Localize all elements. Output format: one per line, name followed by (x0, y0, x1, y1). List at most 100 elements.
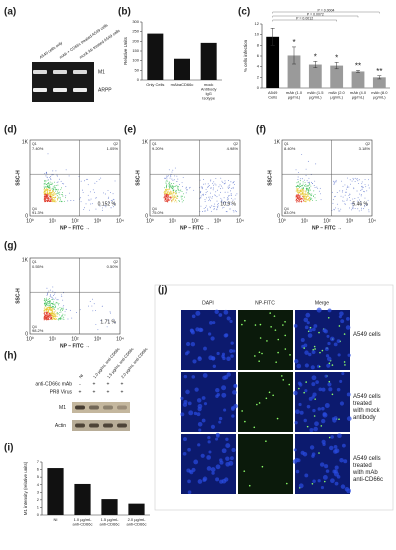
nucleus (191, 375, 196, 379)
flow-dot (50, 314, 52, 316)
flow-dot (82, 189, 83, 191)
flow-dot (45, 184, 47, 185)
bar (128, 503, 145, 515)
flow-dot (346, 177, 348, 179)
flow-dot (177, 178, 179, 180)
flow-dot (53, 194, 55, 196)
flow-dot (167, 194, 169, 196)
flow-dot (205, 197, 207, 199)
flow-dot (167, 198, 169, 200)
flow-dot (309, 189, 311, 191)
flow-dot (175, 191, 177, 192)
nucleus (298, 483, 304, 489)
x-tick-label: A549 Cells (268, 90, 278, 100)
np-signal (243, 470, 246, 472)
flow-dot (48, 193, 50, 195)
flow-dot (46, 302, 47, 304)
flow-dot (354, 198, 356, 199)
nucleus (313, 426, 318, 432)
flow-dot (332, 199, 334, 201)
flow-dot (203, 183, 205, 185)
flow-dot (176, 195, 178, 197)
x-tick-label: 10⁴ (116, 336, 124, 342)
flow-dot (47, 187, 49, 189)
flow-dot (53, 307, 55, 309)
flow-dot (230, 187, 232, 189)
flow-dot (352, 208, 354, 210)
flow-dot (50, 289, 51, 291)
flow-dot (174, 193, 176, 195)
flow-dot (44, 196, 46, 198)
flow-dot (295, 169, 297, 171)
flow-dot (59, 312, 61, 314)
flow-dot (295, 196, 297, 198)
nucleus (324, 403, 330, 408)
blot-band (89, 423, 99, 428)
column-header: NP-FITC (255, 300, 275, 306)
quadrant-value: 1.71 % (100, 319, 116, 325)
flow-dot (299, 184, 301, 186)
nucleus (316, 307, 322, 313)
flow-dot (54, 181, 56, 183)
flow-dot (335, 181, 337, 182)
np-signal (288, 383, 291, 386)
flow-dot (47, 302, 49, 304)
flow-dot (58, 314, 60, 316)
flow-dot (165, 185, 167, 186)
nucleus (226, 356, 231, 362)
flow-dot (49, 314, 51, 316)
flow-dot (219, 188, 221, 190)
flow-dot (360, 204, 362, 206)
flow-dot (46, 191, 48, 193)
nucleus (207, 436, 211, 440)
flow-dot (205, 210, 207, 212)
flow-dot (339, 210, 341, 212)
flow-dot (352, 203, 354, 204)
quadrant-name: Q2 (113, 142, 118, 146)
nucleus (230, 341, 234, 345)
flow-dot (165, 189, 167, 191)
flow-dot (48, 305, 50, 307)
flow-dot (301, 190, 303, 192)
nucleus (194, 387, 199, 392)
flow-dot (300, 178, 302, 180)
blot-sign: + (121, 389, 124, 395)
flow-dot (54, 201, 56, 203)
flow-dot (44, 309, 46, 310)
flow-dot (45, 196, 47, 198)
flow-dot (344, 203, 346, 205)
np-signal (328, 380, 331, 383)
flow-dot (302, 183, 304, 185)
flow-dot (83, 208, 85, 210)
flow-dot (46, 297, 48, 299)
flow-dot (211, 197, 213, 199)
flow-dot (52, 190, 54, 192)
flow-dot (107, 319, 109, 321)
quadrant-value: 7.40% (32, 146, 44, 151)
flow-dot (308, 182, 310, 184)
flow-dot (97, 329, 99, 331)
flow-dot (46, 308, 48, 310)
flow-dot (236, 193, 238, 195)
flow-dot (45, 195, 47, 197)
flow-dot (47, 310, 49, 311)
panel-label: (i) (4, 443, 13, 454)
flow-dot (299, 183, 301, 185)
x-tick-label: mAb (1.0 µg/mL) (286, 90, 303, 100)
y-tick-label: 1K (22, 139, 29, 145)
flow-dot (46, 183, 48, 184)
flow-dot (43, 198, 45, 200)
nucleus (186, 468, 191, 473)
flow-dot (297, 176, 299, 178)
flow-dot (113, 199, 115, 201)
flow-dot (213, 208, 215, 210)
nucleus (191, 314, 196, 319)
nucleus (323, 329, 328, 334)
flow-dot (47, 313, 49, 315)
flow-dot (340, 195, 342, 197)
np-signal (320, 425, 323, 427)
x-tick-label: 10³ (346, 218, 354, 224)
flow-dot (298, 200, 299, 202)
flow-dot (296, 188, 298, 190)
flow-dot (65, 186, 67, 188)
